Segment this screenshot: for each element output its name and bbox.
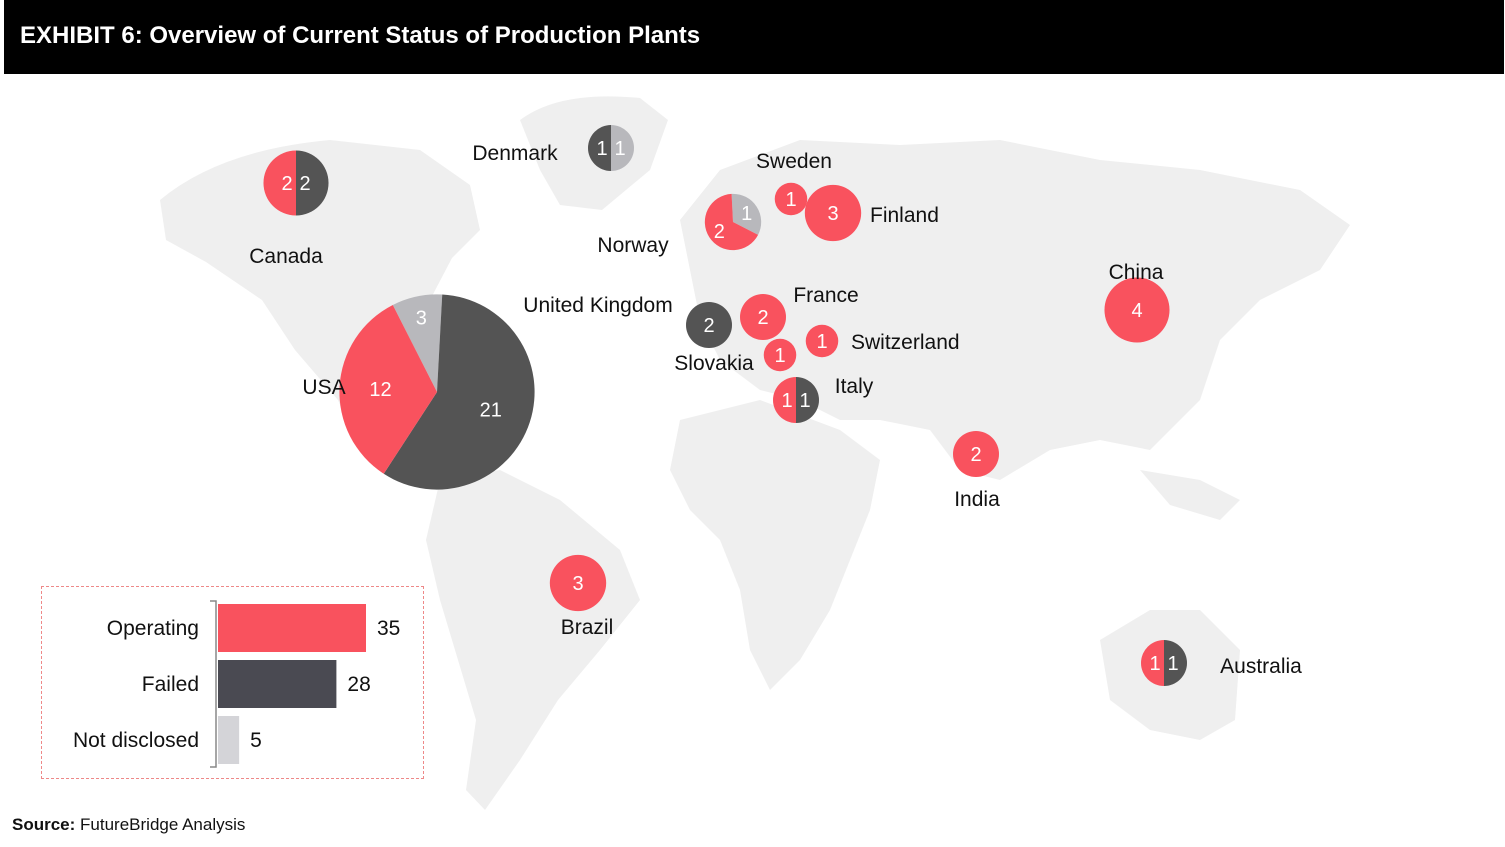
- pie-slice-france-operating: [740, 294, 786, 340]
- pie-value-italy-operating: 1: [781, 390, 792, 412]
- pie-value-denmark-not-disclosed: 1: [614, 138, 625, 160]
- summary-bar-chart: Operating 35 Failed 28 Not disclosed 5: [73, 600, 400, 768]
- country-label-canada: Canada: [249, 245, 323, 268]
- pie-slice-usa-operating: [339, 305, 437, 474]
- pie-slice-canada-failed: [296, 150, 329, 216]
- pie-value-australia-operating: 1: [1149, 653, 1160, 675]
- pie-finland: 3 Finland: [804, 184, 939, 242]
- country-label-italy: Italy: [835, 375, 874, 398]
- summary-bar-not-disclosed: [218, 716, 240, 764]
- pie-china: 4 China: [1104, 261, 1170, 343]
- pie-slice-brazil-operating: [549, 554, 607, 612]
- country-label-sweden: Sweden: [756, 150, 832, 173]
- country-label-united-kingdom: United Kingdom: [523, 294, 672, 317]
- pie-united-kingdom: 2 United Kingdom: [523, 294, 732, 348]
- country-label-norway: Norway: [597, 234, 669, 257]
- pie-slice-denmark-not-disclosed: [611, 125, 634, 171]
- country-label-denmark: Denmark: [472, 142, 558, 165]
- pie-value-slovakia-operating: 1: [774, 345, 785, 367]
- country-label-china: China: [1109, 261, 1164, 284]
- summary-value-operating: 35: [377, 617, 400, 640]
- pie-slice-australia-failed: [1164, 640, 1187, 686]
- header-bar: EXHIBIT 6: Overview of Current Status of…: [4, 0, 1504, 74]
- pie-slice-norway-operating: [704, 193, 759, 251]
- country-label-switzerland: Switzerland: [851, 331, 960, 354]
- pie-value-norway-not-disclosed: 1: [741, 203, 752, 225]
- summary-label-operating: Operating: [107, 617, 199, 640]
- source-text: FutureBridge Analysis: [80, 815, 246, 834]
- pie-slice-australia-operating: [1141, 640, 1164, 686]
- page-title: EXHIBIT 6: Overview of Current Status of…: [20, 22, 701, 49]
- pie-slice-finland-operating: [804, 184, 862, 242]
- landmass-south-america: [426, 470, 640, 810]
- summary-legend-box: Operating 35 Failed 28 Not disclosed 5: [41, 586, 424, 779]
- summary-bracket: [210, 600, 217, 768]
- pie-slice-slovakia-operating: [763, 338, 797, 372]
- pie-australia: 11 Australia: [1141, 640, 1302, 686]
- pie-slice-norway-not-disclosed: [731, 193, 762, 235]
- summary-value-not-disclosed: 5: [250, 729, 262, 752]
- world-map-background: [160, 96, 1350, 810]
- pie-value-switzerland-operating: 1: [816, 331, 827, 353]
- pie-value-united-kingdom-failed: 2: [703, 315, 714, 337]
- pie-usa: 3 21 12 USA: [302, 294, 535, 490]
- pie-slice-india-operating: [953, 431, 999, 477]
- country-label-finland: Finland: [870, 204, 939, 227]
- pie-slovakia: 1 Slovakia: [674, 338, 797, 375]
- pie-italy: 11 Italy: [773, 375, 874, 423]
- pie-value-usa-failed: 21: [480, 400, 502, 422]
- pie-value-china-operating: 4: [1131, 300, 1142, 322]
- pie-slice-switzerland-operating: [805, 324, 839, 358]
- summary-label-failed: Failed: [142, 673, 199, 696]
- pie-value-france-operating: 2: [757, 307, 768, 329]
- pie-india: 2 India: [953, 431, 1000, 511]
- pie-slice-united-kingdom-failed: [686, 302, 732, 348]
- pie-slice-canada-operating: [263, 150, 296, 216]
- pie-denmark: 11 Denmark: [472, 125, 634, 171]
- summary-bar-operating: [218, 604, 366, 652]
- country-label-france: France: [793, 284, 858, 307]
- country-label-india: India: [954, 488, 1000, 511]
- pie-value-australia-failed: 1: [1167, 653, 1178, 675]
- pie-sweden: 1 Sweden: [756, 150, 832, 216]
- source-note: Source: FutureBridge Analysis: [12, 815, 245, 835]
- pie-value-brazil-operating: 3: [572, 573, 583, 595]
- pie-slice-sweden-operating: [774, 182, 808, 216]
- country-label-australia: Australia: [1220, 655, 1302, 678]
- country-label-usa: USA: [302, 376, 345, 399]
- pie-slice-usa-failed: [383, 294, 535, 490]
- pie-slice-italy-failed: [796, 377, 819, 423]
- pie-value-finland-operating: 3: [827, 203, 838, 225]
- pie-brazil: 3 Brazil: [549, 554, 614, 639]
- pie-slice-usa-not-disclosed: [392, 294, 443, 392]
- pie-france: 2 France: [740, 284, 859, 340]
- landmass-africa: [670, 400, 880, 690]
- pie-switzerland: 1 Switzerland: [805, 324, 960, 358]
- pie-slice-denmark-failed: [588, 125, 611, 171]
- pie-value-canada-failed: 2: [299, 173, 310, 195]
- pie-value-india-operating: 2: [970, 444, 981, 466]
- pie-value-norway-operating: 2: [714, 221, 725, 243]
- pie-slice-italy-operating: [773, 377, 796, 423]
- pie-value-denmark-failed: 1: [596, 138, 607, 160]
- source-label: Source:: [12, 815, 76, 834]
- summary-value-failed: 28: [347, 673, 370, 696]
- pie-value-italy-failed: 1: [799, 390, 810, 412]
- summary-bar-failed: [218, 660, 337, 708]
- pie-slice-china-operating: [1104, 277, 1170, 343]
- summary-label-not-disclosed: Not disclosed: [73, 729, 199, 752]
- pie-canada: 22 Canada: [249, 150, 329, 268]
- landmass-indonesia: [1140, 470, 1240, 520]
- country-label-slovakia: Slovakia: [674, 352, 754, 375]
- pie-value-usa-operating: 12: [369, 379, 391, 401]
- pie-value-canada-operating: 2: [281, 173, 292, 195]
- pie-value-usa-not-disclosed: 3: [416, 308, 427, 330]
- pie-norway: 12 Norway: [597, 193, 762, 257]
- country-label-brazil: Brazil: [561, 616, 614, 639]
- pie-value-sweden-operating: 1: [785, 189, 796, 211]
